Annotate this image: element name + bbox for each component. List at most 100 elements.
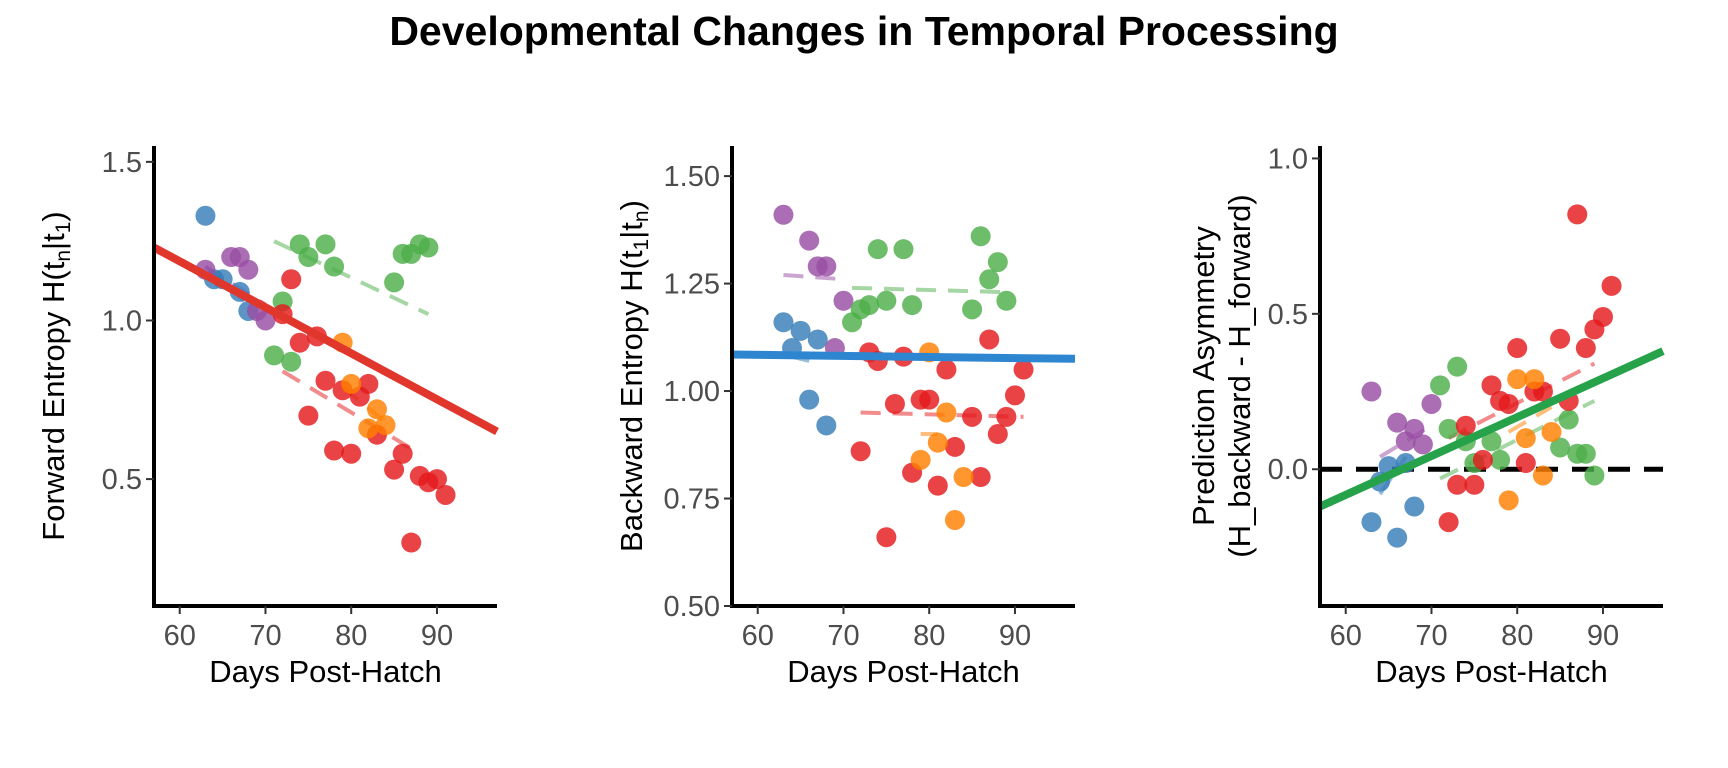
- data-point-series-4-4: [876, 527, 897, 548]
- data-point-series-4-17: [996, 406, 1017, 427]
- data-point-series-2-6: [1421, 393, 1442, 414]
- y-axis-title-main: Backward Entropy H(t: [614, 250, 649, 552]
- data-point-series-5-5: [375, 415, 396, 436]
- x-tick-label: 70: [1415, 620, 1447, 652]
- data-point-series-1-6: [816, 415, 837, 436]
- data-point-series-4-18: [426, 469, 447, 490]
- series-fit-line-2: [783, 272, 844, 282]
- data-point-series-4-14: [970, 467, 991, 488]
- chart-panel-2: 60 70 80 90 0.50 0.75 1.00 1.25 1.50 Days Post-Ha…: [614, 146, 1076, 689]
- data-point-series-4-3: [1455, 415, 1476, 436]
- data-point-series-1-1: [1361, 512, 1382, 533]
- data-point-series-5-4: [1524, 369, 1545, 390]
- y-tick-label: 1.25: [664, 269, 720, 301]
- data-point-series-5-5: [944, 510, 965, 531]
- data-point-series-4-1: [1438, 512, 1459, 533]
- data-point-series-4-9: [341, 443, 362, 464]
- data-point-series-3-10: [979, 269, 1000, 290]
- data-point-series-3-6: [1481, 431, 1502, 452]
- x-tick-label: 90: [421, 620, 453, 652]
- data-point-series-4-8: [1498, 393, 1519, 414]
- y-axis-title-mid: |t: [614, 222, 649, 239]
- y-tick-label: 1.50: [664, 161, 720, 193]
- data-point-series-5-6: [953, 467, 974, 488]
- data-point-series-5-2: [1507, 369, 1528, 390]
- data-point-series-5-1: [1498, 490, 1519, 511]
- data-point-series-2-4: [238, 259, 259, 280]
- y-tick-label: 0.0: [1268, 454, 1308, 486]
- data-point-series-2-6: [255, 310, 276, 331]
- data-point-series-3-6: [315, 234, 336, 255]
- data-point-series-4-5: [884, 393, 905, 414]
- data-point-series-2-1: [1361, 381, 1382, 402]
- data-point-series-4-16: [1575, 338, 1596, 359]
- series-fit-line-4: [1447, 361, 1596, 440]
- data-point-series-3-3: [859, 295, 880, 316]
- y-axis-title-end: ): [36, 211, 71, 221]
- x-tick-label: 80: [335, 620, 367, 652]
- overall-trend-line: [152, 243, 499, 436]
- y-axis-title-main: Forward Entropy H(t: [36, 261, 71, 540]
- data-point-series-1-1: [195, 205, 216, 226]
- data-point-series-5-4: [936, 402, 957, 423]
- data-point-series-4-12: [944, 436, 965, 457]
- data-point-series-1-4: [1387, 527, 1408, 548]
- y-tick-label: 0.75: [664, 484, 720, 516]
- data-point-series-3-3: [1447, 356, 1468, 377]
- x-axis-title: Days Post-Hatch: [1375, 654, 1608, 689]
- data-point-series-5-6: [1541, 421, 1562, 442]
- data-point-series-2-2: [1387, 412, 1408, 433]
- data-point-series-4-19: [435, 484, 456, 505]
- data-point-series-3-12: [1584, 465, 1605, 486]
- data-point-series-5-3: [1515, 428, 1536, 449]
- data-point-series-4-18: [1004, 385, 1025, 406]
- data-point-series-5-5: [1532, 465, 1553, 486]
- chart-panel-3: 60 70 80 90 0.0 0.5 1.0 Days Post-Hatch Predicti…: [1186, 143, 1665, 689]
- data-point-series-1-1: [773, 312, 794, 333]
- data-point-series-4-11: [936, 359, 957, 380]
- x-axis-title: Days Post-Hatch: [787, 654, 1020, 689]
- x-tick-label: 60: [1330, 620, 1362, 652]
- data-point-series-4-19: [1013, 359, 1034, 380]
- data-point-series-5-3: [927, 432, 948, 453]
- data-point-series-5-1: [910, 449, 931, 470]
- data-point-series-3-11: [987, 252, 1008, 273]
- data-point-series-4-15: [1567, 204, 1588, 225]
- data-point-series-4-2: [281, 269, 302, 290]
- x-tick-label: 60: [742, 620, 774, 652]
- y-tick-label: 0.50: [664, 591, 720, 623]
- series-fit-line-3: [851, 285, 1007, 295]
- data-point-series-4-5: [1472, 449, 1493, 470]
- y-axis-title: Prediction Asymmetry(H_backward - H_forw…: [1186, 194, 1257, 558]
- figure-title: Developmental Changes in Temporal Proces…: [389, 8, 1339, 54]
- data-point-series-5-3: [358, 418, 379, 439]
- y-tick-label: 1.0: [102, 305, 142, 337]
- data-point-series-3-4: [867, 239, 888, 260]
- x-tick-label: 80: [913, 620, 945, 652]
- data-point-series-4-7: [324, 440, 345, 461]
- data-point-series-4-13: [384, 459, 405, 480]
- x-tick-label: 90: [999, 620, 1031, 652]
- data-point-series-1-3: [790, 320, 811, 341]
- data-point-series-4-4: [1464, 474, 1485, 495]
- chart-panel-1: 60 70 80 90 0.5 1.0 1.5 Days Post-Hatch Forward …: [36, 146, 499, 689]
- data-point-series-3-12: [996, 290, 1017, 311]
- data-point-series-4-10: [927, 475, 948, 496]
- y-axis-title-line-1: Prediction Asymmetry: [1186, 226, 1221, 526]
- x-tick-label: 70: [249, 620, 281, 652]
- data-point-series-4-10: [1515, 453, 1536, 474]
- data-point-series-4-13: [962, 406, 983, 427]
- data-point-series-2-6: [833, 290, 854, 311]
- data-point-series-3-2: [1438, 418, 1459, 439]
- y-tick-label: 1.5: [102, 147, 142, 179]
- data-point-series-5-2: [341, 373, 362, 394]
- data-point-series-1-5: [807, 329, 828, 350]
- y-axis-title-sub1: n: [52, 250, 75, 262]
- data-point-series-3-5: [298, 247, 319, 268]
- data-point-series-3-5: [876, 290, 897, 311]
- x-tick-label: 80: [1501, 620, 1533, 652]
- overall-trend-line: [1318, 347, 1665, 511]
- data-point-series-4-2: [1447, 474, 1468, 495]
- data-point-series-3-7: [1490, 449, 1511, 470]
- data-point-series-3-7: [324, 256, 345, 277]
